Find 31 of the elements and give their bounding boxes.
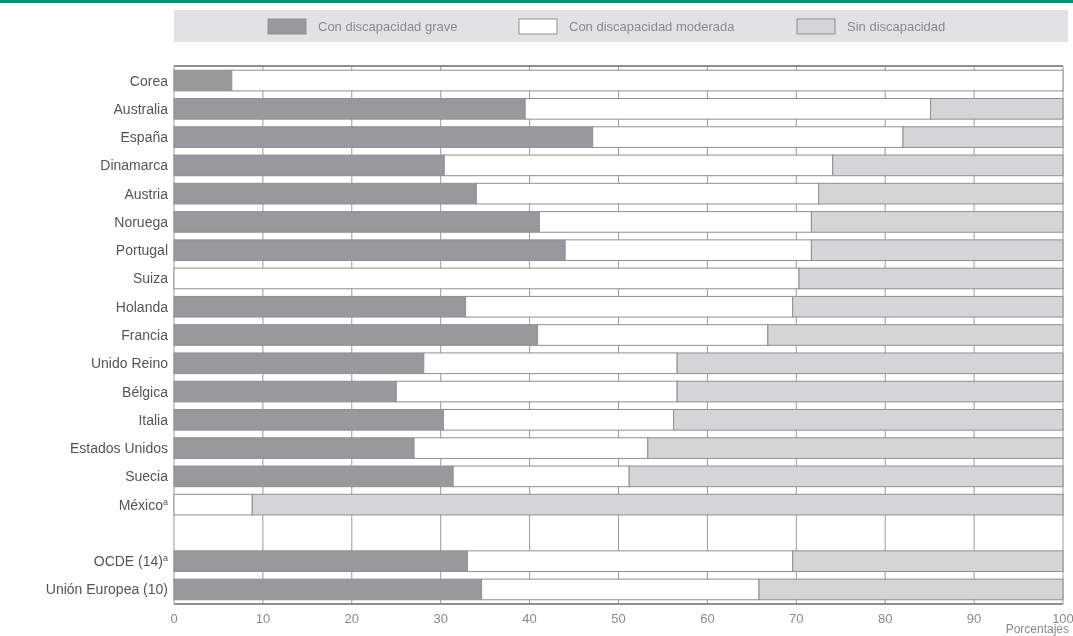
y-tick-label: OCDE (14)$^{a}$: [93, 553, 168, 570]
x-tick-label: 70: [789, 611, 804, 626]
y-tick-label: Dinamarca: [100, 157, 169, 174]
x-tick-label: 0: [170, 611, 178, 626]
x-tick-label: 10: [255, 611, 271, 626]
x-tick-label: 50: [611, 611, 626, 626]
y-tick-label: Estados Unidos: [69, 440, 168, 457]
y-tick-label: Italia: [138, 411, 169, 428]
legend-label: Sin discapacidad: [847, 19, 946, 34]
y-tick-label: Portugal: [115, 242, 168, 259]
y-tick-label: Unión Europea (10): [45, 581, 168, 598]
y-tick-label: México$^{a}$: [118, 496, 168, 513]
x-tick-label: 20: [344, 611, 360, 626]
y-tick-label: Bélgica: [122, 383, 169, 400]
x-tick-label: 30: [433, 611, 448, 626]
legend-label: Con discapacidad grave: [318, 19, 458, 34]
y-tick-label: Austria: [124, 185, 169, 202]
y-tick-label: Unido Reino: [90, 355, 169, 372]
y-tick-label: Francia: [121, 327, 169, 343]
x-tick-label: 60: [700, 611, 715, 626]
y-tick-label: Suiza: [132, 270, 169, 287]
y-tick-label: Australia: [113, 100, 169, 117]
y-tick-label: Holanda: [115, 298, 169, 315]
x-tick-label: 80: [877, 611, 893, 626]
y-tick-label: Corea: [129, 72, 169, 89]
x-tick-label: 90: [966, 611, 982, 626]
legend-label: Con discapacidad moderada: [569, 19, 736, 34]
y-tick-label: Suecia: [125, 468, 169, 485]
x-tick-label: 40: [522, 611, 537, 626]
y-tick-label: España: [120, 129, 169, 146]
y-tick-label: Noruega: [114, 213, 169, 230]
